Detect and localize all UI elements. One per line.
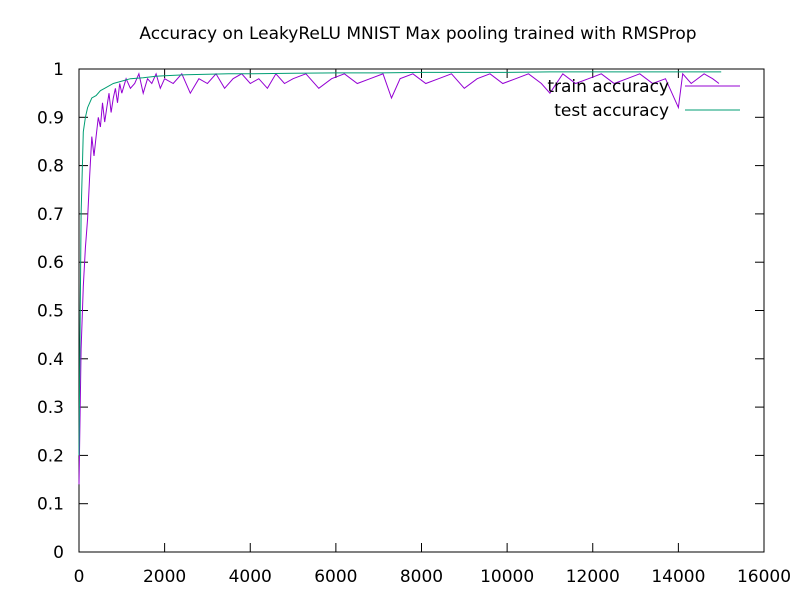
x-tick-label: 12000 — [566, 567, 620, 587]
y-tick-label: 0 — [53, 543, 64, 563]
x-tick-label: 16000 — [737, 567, 791, 587]
y-tick-label: 0.5 — [37, 302, 64, 322]
x-tick-label: 2000 — [143, 567, 186, 587]
x-tick-label: 4000 — [229, 567, 272, 587]
series-line-train-accuracy — [78, 72, 720, 485]
axis-ticks: 0 0.1 0.2 0.3 0.4 0.5 0.6 0.7 0.8 0.9 1 0 2000 4000 60… — [37, 60, 791, 587]
x-tick-label: 14000 — [651, 567, 705, 587]
y-tick-label: 0.4 — [37, 350, 64, 370]
legend: train accuracy test accuracy — [547, 77, 740, 121]
y-tick-label: 0.6 — [37, 253, 64, 273]
x-tick-label: 0 — [74, 567, 85, 587]
plot-frame — [78, 68, 765, 553]
y-tick-label: 0.9 — [37, 108, 64, 128]
y-tick-label: 0.2 — [37, 446, 64, 466]
x-tick-label: 6000 — [314, 567, 357, 587]
y-tick-label: 0.3 — [37, 398, 64, 418]
legend-label: test accuracy — [554, 101, 669, 121]
legend-label: train accuracy — [547, 77, 669, 97]
chart-title: Accuracy on LeakyReLU MNIST Max pooling … — [139, 24, 696, 44]
series-line-test-accuracy — [78, 71, 722, 456]
x-tick-label: 8000 — [400, 567, 443, 587]
y-tick-label: 0.7 — [37, 205, 64, 225]
y-tick-label: 1 — [53, 60, 64, 80]
y-tick-label: 0.8 — [37, 157, 64, 177]
series-group — [78, 71, 722, 485]
x-tick-label: 10000 — [480, 567, 534, 587]
y-tick-label: 0.1 — [37, 495, 64, 515]
